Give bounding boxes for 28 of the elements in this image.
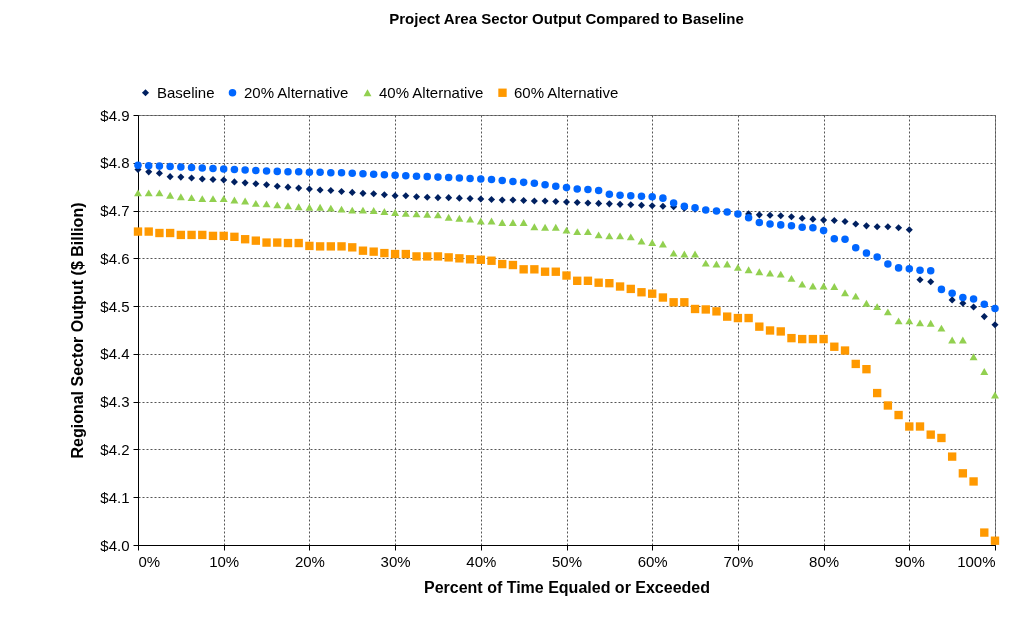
x-tick-label: 40%	[466, 552, 497, 570]
y-tick-label: $4.4	[100, 345, 130, 363]
x-tick-label: 20%	[294, 552, 325, 570]
legend-label: 40% Alternative	[379, 83, 484, 101]
y-tick-label: $4.2	[100, 440, 130, 458]
x-tick-label: 10%	[209, 552, 240, 570]
y-tick-label: $4.5	[100, 297, 130, 315]
y-tick-label: $4.7	[100, 202, 130, 220]
chart-title: Project Area Sector Output Compared to Baseline	[389, 10, 744, 27]
legend-label: 60% Alternative	[514, 83, 619, 101]
y-tick-label: $4.8	[100, 154, 130, 172]
x-tick-label: 30%	[380, 552, 411, 570]
x-tick-label: 90%	[894, 552, 925, 570]
x-tick-label: 50%	[551, 552, 583, 570]
x-tick-label: 70%	[723, 552, 754, 570]
x-tick-label: 80%	[809, 552, 840, 570]
x-tick-label: 100%	[957, 552, 996, 570]
y-tick-label: $4.1	[100, 488, 130, 506]
y-tick-label: $4.6	[100, 249, 130, 267]
y-tick-label: $4.3	[100, 393, 130, 411]
x-axis-title: Percent of Time Equaled or Exceeded	[423, 578, 711, 596]
legend-label: Baseline	[157, 83, 215, 101]
y-axis-title: Regional Sector Output ($ Billion)	[69, 202, 87, 459]
legend-label: 20% Alternative	[244, 83, 349, 101]
y-tick-label: $4.9	[100, 106, 130, 124]
x-tick-label: 0%	[138, 552, 161, 570]
y-tick-label: $4.0	[100, 536, 130, 554]
x-tick-label: 60%	[637, 552, 668, 570]
